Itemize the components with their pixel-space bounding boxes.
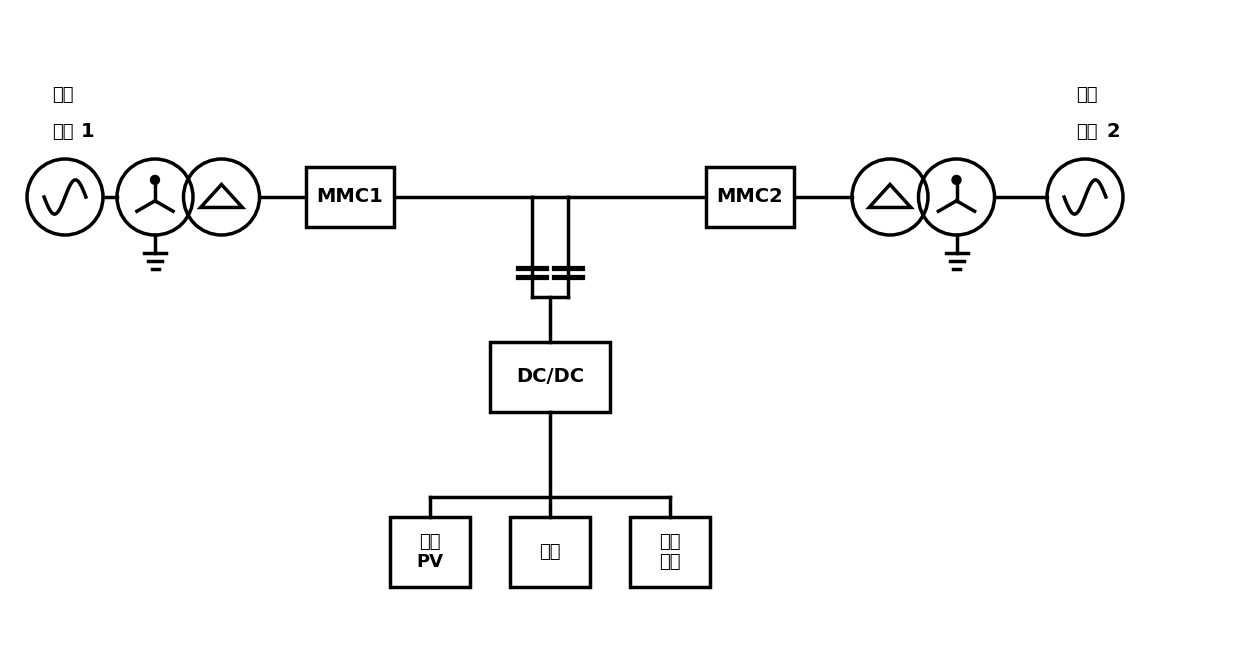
Bar bbox=[306, 167, 394, 227]
Bar bbox=[706, 167, 794, 227]
Bar bbox=[490, 342, 610, 412]
Text: 2: 2 bbox=[1106, 122, 1120, 141]
Text: 电网: 电网 bbox=[52, 123, 73, 141]
Bar bbox=[510, 517, 590, 587]
Text: 交流: 交流 bbox=[1076, 86, 1097, 104]
Circle shape bbox=[151, 177, 159, 183]
Text: 1: 1 bbox=[81, 122, 94, 141]
Text: MMC2: MMC2 bbox=[717, 188, 784, 206]
Text: 交流: 交流 bbox=[52, 86, 73, 104]
Text: MMC1: MMC1 bbox=[316, 188, 383, 206]
Text: 储能: 储能 bbox=[539, 543, 560, 561]
Text: DC/DC: DC/DC bbox=[516, 367, 584, 386]
Circle shape bbox=[954, 177, 960, 183]
Bar bbox=[630, 517, 711, 587]
Text: 光伏
PV: 光伏 PV bbox=[417, 532, 444, 571]
Text: 直流
负荷: 直流 负荷 bbox=[660, 532, 681, 571]
Text: 电网: 电网 bbox=[1076, 123, 1097, 141]
Bar bbox=[391, 517, 470, 587]
